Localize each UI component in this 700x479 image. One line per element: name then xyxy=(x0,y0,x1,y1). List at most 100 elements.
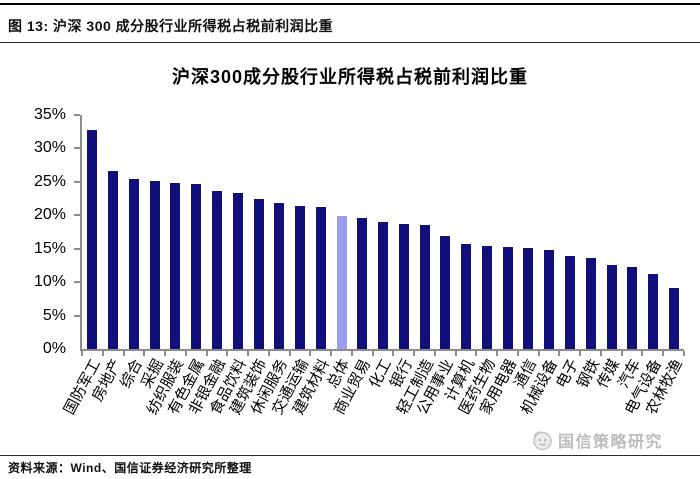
bar-slot xyxy=(393,115,414,349)
bar-slot xyxy=(622,115,643,349)
bar-建筑材料 xyxy=(315,207,326,349)
bar-slot xyxy=(373,115,394,349)
x-axis-tick xyxy=(267,351,270,356)
x-axis-tick xyxy=(371,351,374,356)
x-axis-tick xyxy=(516,351,519,356)
x-axis-tick xyxy=(288,351,291,356)
bar-slot xyxy=(310,115,331,349)
bar-slot xyxy=(414,115,435,349)
bar-汽车 xyxy=(627,267,638,349)
bar-交通运输 xyxy=(295,205,306,349)
bar-slot xyxy=(144,115,165,349)
bar-有色金属 xyxy=(191,183,202,349)
y-tick-label-20%: 20% xyxy=(33,206,66,224)
bar-传媒 xyxy=(606,264,617,349)
y-tick-label-0%: 0% xyxy=(42,340,66,357)
x-axis-tick xyxy=(537,351,540,356)
bar-slot xyxy=(207,115,228,349)
footer-divider-rule xyxy=(0,455,700,456)
y-axis-tick xyxy=(74,247,80,250)
x-axis-tick xyxy=(350,351,353,356)
x-axis-tick xyxy=(558,351,561,356)
x-axis-tick xyxy=(392,351,395,356)
bar-slot xyxy=(560,115,581,349)
bar-机械设备 xyxy=(544,250,555,349)
bar-slot xyxy=(518,115,539,349)
bar-slot xyxy=(663,115,684,349)
bar-食品饮料 xyxy=(232,192,243,349)
bar-建筑装饰 xyxy=(253,198,264,349)
bar-slot xyxy=(539,115,560,349)
bar-slot xyxy=(435,115,456,349)
y-axis-tick xyxy=(74,314,80,317)
bar-电子 xyxy=(564,256,575,349)
chart-title: 沪深300成分股行业所得税占税前利润比重 xyxy=(171,67,529,87)
x-axis-tick xyxy=(683,351,685,356)
bar-slot xyxy=(580,115,601,349)
y-axis-tick xyxy=(74,214,80,217)
smiley-face-icon xyxy=(531,429,553,451)
y-axis-tick xyxy=(74,281,80,284)
bar-slot xyxy=(227,115,248,349)
bar-采掘 xyxy=(149,180,160,349)
bar-轻工制造 xyxy=(419,224,430,349)
watermark-text: 国信策略研究 xyxy=(558,434,664,451)
bar-家用电器 xyxy=(502,246,513,349)
bar-综合 xyxy=(128,179,139,349)
plot-area xyxy=(74,114,685,356)
bar-slot xyxy=(643,115,664,349)
x-axis-tick xyxy=(101,351,104,356)
figure-caption: 图 13: 沪深 300 成分股行业所得税占税前利润比重 xyxy=(8,18,334,34)
bar-slot xyxy=(290,115,311,349)
bar-商业贸易 xyxy=(357,217,368,349)
y-tick-label-25%: 25% xyxy=(33,172,66,190)
x-axis-tick xyxy=(81,351,83,356)
bar-休闲服务 xyxy=(274,203,285,349)
bar-医药生物 xyxy=(481,246,492,349)
bar-slot xyxy=(352,115,373,349)
x-axis-tick xyxy=(309,351,312,356)
bar-公用事业 xyxy=(440,236,451,349)
bar-slot xyxy=(124,115,145,349)
x-axis-tick xyxy=(330,351,333,356)
x-axis-tick xyxy=(579,351,582,356)
x-axis-tick xyxy=(599,351,602,356)
bar-总体 xyxy=(336,215,347,349)
x-axis-tick xyxy=(641,351,644,356)
x-axis-tick xyxy=(413,351,416,356)
y-tick-label-15%: 15% xyxy=(33,239,66,257)
bar-slot xyxy=(497,115,518,349)
y-axis-tick xyxy=(74,114,80,116)
bar-slot xyxy=(269,115,290,349)
bar-电气设备 xyxy=(648,274,659,349)
y-tick-label-5%: 5% xyxy=(42,306,66,324)
bar-slot xyxy=(103,115,124,349)
bar-slot xyxy=(601,115,622,349)
top-border-rule xyxy=(0,3,700,5)
x-axis-tick xyxy=(143,351,146,356)
bar-国防军工 xyxy=(87,129,98,349)
y-tick-label-30%: 30% xyxy=(33,139,66,157)
source-note: 资料来源：Wind、国信证券经济研究所整理 xyxy=(8,461,252,475)
x-axis-tick xyxy=(164,351,167,356)
bar-通信 xyxy=(523,248,534,349)
bar-化工 xyxy=(378,221,389,349)
x-axis-tick xyxy=(620,351,623,356)
caption-divider-rule xyxy=(0,42,700,43)
bar-房地产 xyxy=(108,171,119,349)
bar-slot xyxy=(477,115,498,349)
bar-钢铁 xyxy=(585,258,596,349)
x-axis-tick xyxy=(226,351,229,356)
bar-银行 xyxy=(398,223,409,349)
x-axis-tick xyxy=(247,351,250,356)
bar-slot xyxy=(82,115,103,349)
bar-slot xyxy=(456,115,477,349)
x-axis-tick xyxy=(122,351,125,356)
x-axis-tick xyxy=(496,351,499,356)
bar-农林牧渔 xyxy=(668,287,679,349)
bar-slot xyxy=(248,115,269,349)
x-axis-tick xyxy=(662,351,665,356)
watermark: 国信策略研究 xyxy=(531,428,663,452)
y-tick-label-35%: 35% xyxy=(33,106,66,123)
